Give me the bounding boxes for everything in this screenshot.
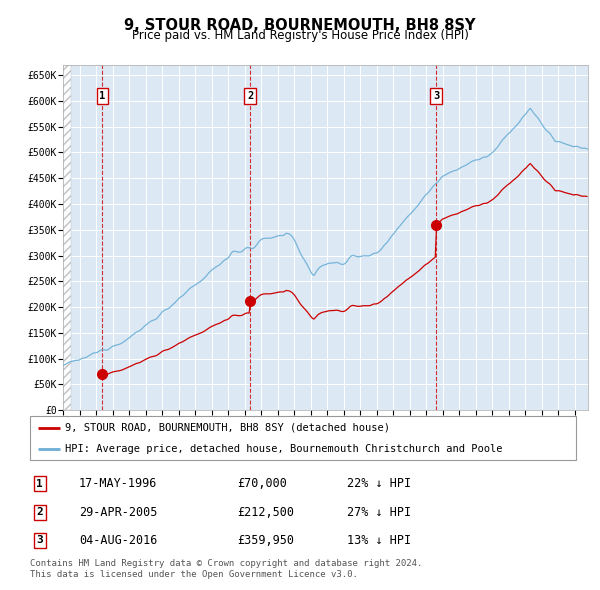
Text: 22% ↓ HPI: 22% ↓ HPI	[347, 477, 411, 490]
Text: 17-MAY-1996: 17-MAY-1996	[79, 477, 158, 490]
Text: 13% ↓ HPI: 13% ↓ HPI	[347, 534, 411, 547]
Text: 9, STOUR ROAD, BOURNEMOUTH, BH8 8SY (detached house): 9, STOUR ROAD, BOURNEMOUTH, BH8 8SY (det…	[65, 423, 391, 433]
Text: 3: 3	[433, 91, 439, 101]
Text: 04-AUG-2016: 04-AUG-2016	[79, 534, 158, 547]
Text: 2: 2	[37, 507, 43, 517]
Text: 1: 1	[99, 91, 106, 101]
Text: £70,000: £70,000	[238, 477, 287, 490]
Text: £212,500: £212,500	[238, 506, 295, 519]
Text: Contains HM Land Registry data © Crown copyright and database right 2024.
This d: Contains HM Land Registry data © Crown c…	[30, 559, 422, 579]
Text: 29-APR-2005: 29-APR-2005	[79, 506, 158, 519]
Text: 2: 2	[247, 91, 253, 101]
Text: 27% ↓ HPI: 27% ↓ HPI	[347, 506, 411, 519]
Text: £359,950: £359,950	[238, 534, 295, 547]
Text: 9, STOUR ROAD, BOURNEMOUTH, BH8 8SY: 9, STOUR ROAD, BOURNEMOUTH, BH8 8SY	[124, 18, 476, 32]
Text: HPI: Average price, detached house, Bournemouth Christchurch and Poole: HPI: Average price, detached house, Bour…	[65, 444, 503, 454]
Polygon shape	[63, 65, 71, 410]
Text: Price paid vs. HM Land Registry's House Price Index (HPI): Price paid vs. HM Land Registry's House …	[131, 30, 469, 42]
Text: 3: 3	[37, 536, 43, 545]
Text: 1: 1	[37, 479, 43, 489]
